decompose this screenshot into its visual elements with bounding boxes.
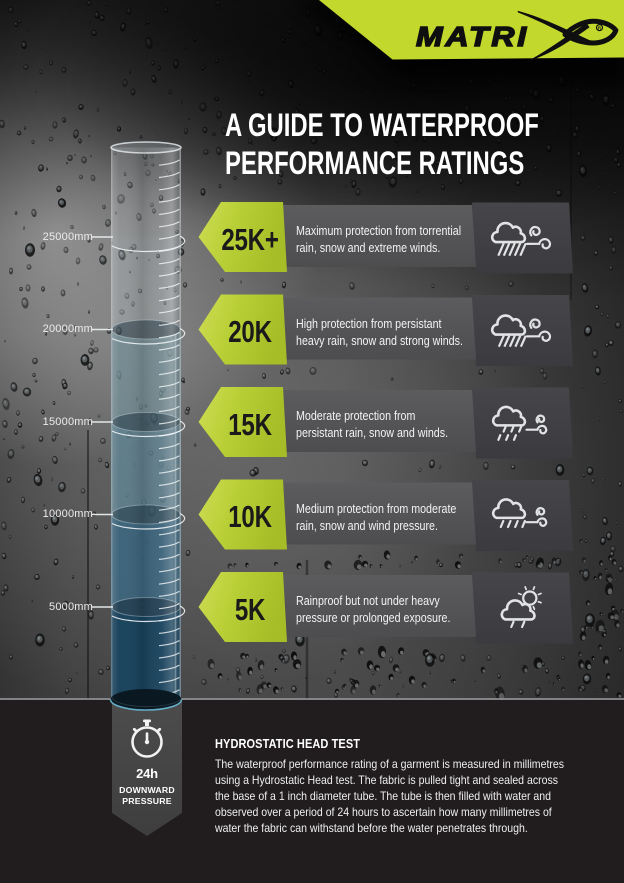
svg-text:R: R (598, 26, 601, 31)
